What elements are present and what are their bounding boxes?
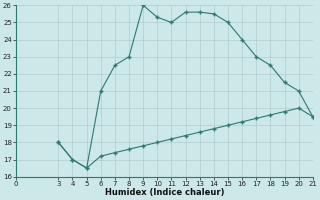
X-axis label: Humidex (Indice chaleur): Humidex (Indice chaleur)	[105, 188, 224, 197]
